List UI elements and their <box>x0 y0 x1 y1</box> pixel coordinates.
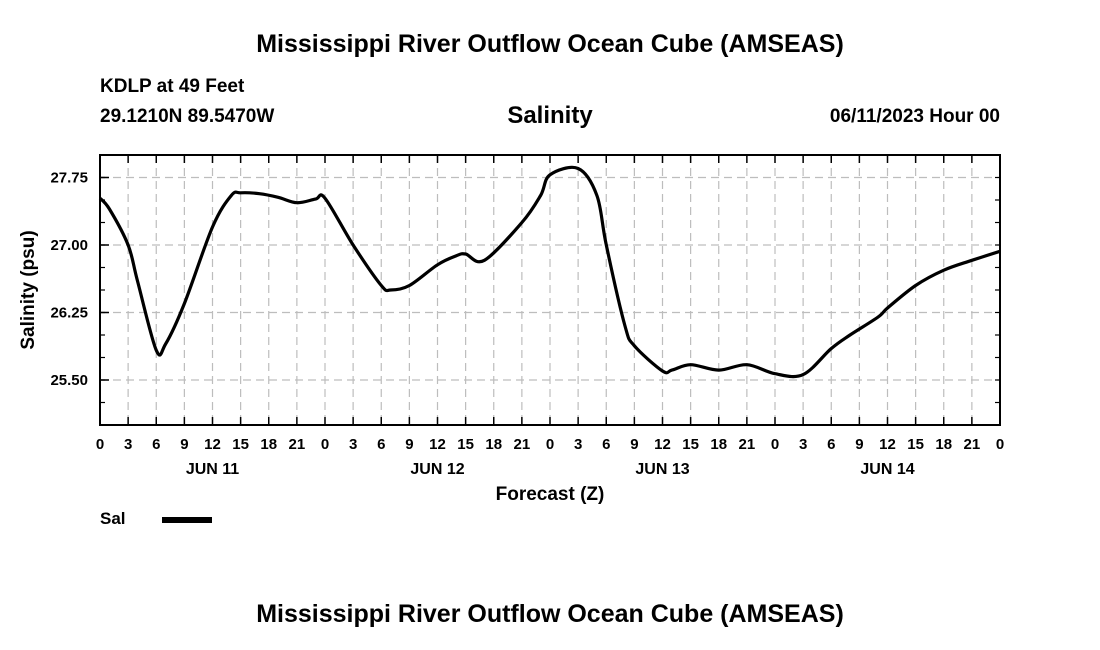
x-tick-label: 18 <box>260 436 277 453</box>
x-tick-label: 0 <box>996 436 1004 453</box>
x-tick-label: 12 <box>879 436 896 453</box>
x-day-label: JUN 14 <box>860 461 914 478</box>
y-tick-label: 27.00 <box>50 237 88 254</box>
x-tick-label: 9 <box>405 436 413 453</box>
x-tick-label: 18 <box>485 436 502 453</box>
variable-title: Salinity <box>507 102 593 129</box>
x-tick-label: 9 <box>180 436 188 453</box>
x-tick-label: 12 <box>204 436 221 453</box>
x-tick-label: 0 <box>96 436 104 453</box>
x-tick-label: 15 <box>907 436 924 453</box>
x-tick-label: 0 <box>771 436 779 453</box>
x-tick-label: 18 <box>935 436 952 453</box>
x-tick-label: 12 <box>429 436 446 453</box>
x-axis-label: Forecast (Z) <box>496 484 605 505</box>
chart-title: Mississippi River Outflow Ocean Cube (AM… <box>256 30 844 58</box>
x-tick-label: 9 <box>630 436 638 453</box>
x-tick-label: 6 <box>377 436 385 453</box>
x-tick-label: 3 <box>574 436 582 453</box>
x-tick-label: 0 <box>546 436 554 453</box>
x-tick-label: 6 <box>827 436 835 453</box>
x-tick-label: 15 <box>232 436 249 453</box>
x-tick-label: 21 <box>739 436 756 453</box>
forecast-datetime: 06/11/2023 Hour 00 <box>829 106 1000 127</box>
x-tick-label: 3 <box>799 436 807 453</box>
x-tick-label: 6 <box>602 436 610 453</box>
y-tick-label: 27.75 <box>50 170 88 187</box>
x-tick-label: 21 <box>964 436 981 453</box>
legend-line-sample <box>162 517 212 523</box>
station-label: KDLP at 49 Feet <box>100 76 245 97</box>
station-coordinates: 29.1210N 89.5470W <box>100 106 275 127</box>
y-axis-label: Salinity (psu) <box>18 230 39 349</box>
x-tick-label: 9 <box>855 436 863 453</box>
x-day-label: JUN 11 <box>186 461 239 478</box>
x-tick-label: 15 <box>457 436 474 453</box>
x-tick-label: 3 <box>349 436 357 453</box>
series-line-salinity <box>98 165 1001 379</box>
x-tick-label: 21 <box>514 436 531 453</box>
x-day-label: JUN 12 <box>410 461 464 478</box>
x-tick-label: 18 <box>710 436 727 453</box>
footer-title: Mississippi River Outflow Ocean Cube (AM… <box>256 600 844 628</box>
x-tick-label: 0 <box>321 436 329 453</box>
y-tick-label: 26.25 <box>50 305 88 322</box>
x-day-label: JUN 13 <box>635 461 689 478</box>
legend-label: Sal <box>100 509 126 528</box>
x-tick-label: 21 <box>289 436 306 453</box>
y-tick-label: 25.50 <box>50 372 88 389</box>
x-tick-label: 3 <box>124 436 132 453</box>
x-tick-label: 12 <box>654 436 671 453</box>
x-tick-label: 6 <box>152 436 160 453</box>
x-tick-label: 15 <box>682 436 699 453</box>
